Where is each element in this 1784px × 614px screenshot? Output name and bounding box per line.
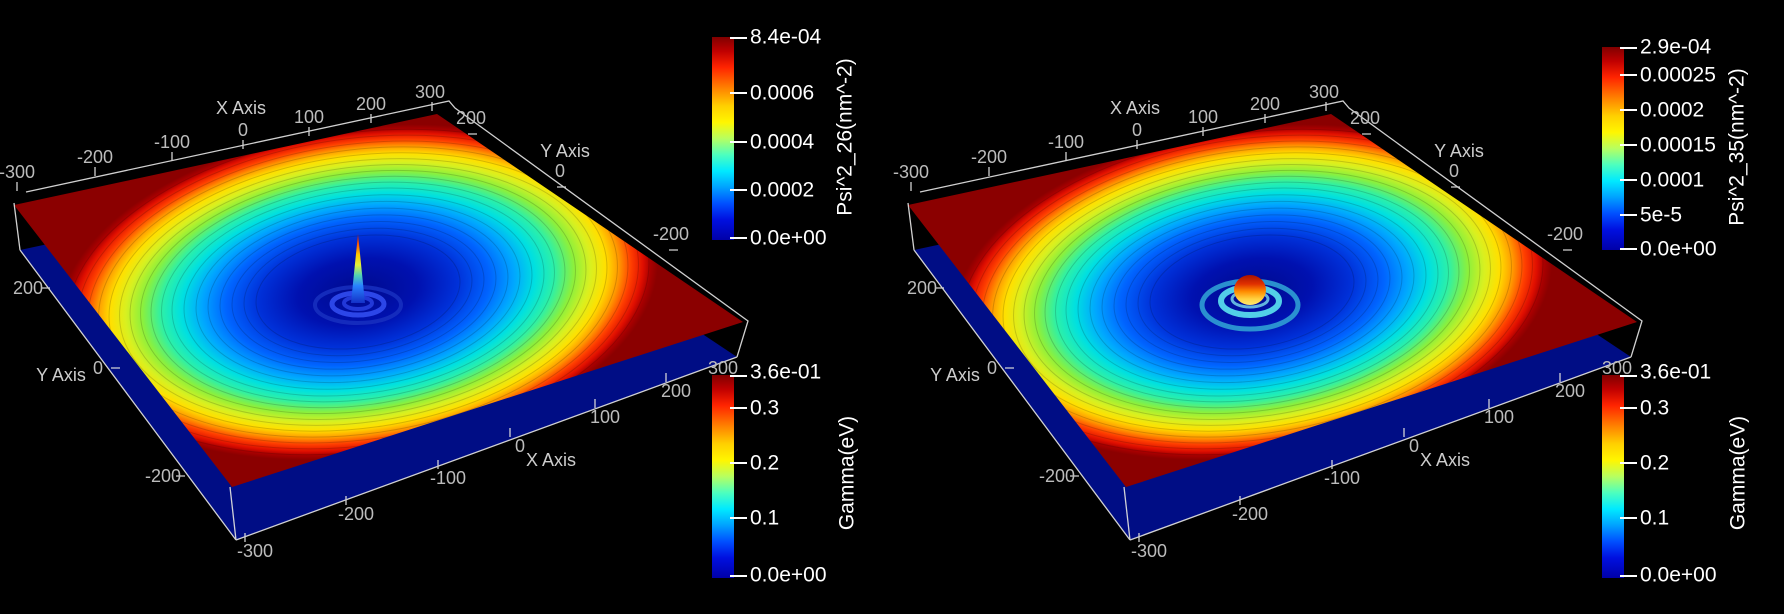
x-axis-title: X Axis <box>215 98 267 118</box>
gamma-colorbar-label: 0.0e+00 <box>750 563 827 587</box>
x-axis-bottom-tick: -100 <box>1323 468 1361 488</box>
x-axis-bottom-tick: 200 <box>1554 381 1586 401</box>
x-axis-title: X Axis <box>525 450 577 470</box>
psi-colorbar-label: 0.0001 <box>1640 168 1705 192</box>
x-axis-top-tick: 0 <box>237 120 249 140</box>
x-axis-bottom-tick: -100 <box>429 468 467 488</box>
cube-axes <box>907 100 1643 542</box>
gamma-colorbar-label: 0.3 <box>1640 396 1670 420</box>
x-axis-top-tick: -200 <box>970 147 1008 167</box>
y-axis-title: Y Axis <box>1434 141 1484 161</box>
psi-colorbar-title: Psi^2_35(nm^-2) <box>1725 68 1749 226</box>
x-axis-bottom-tick: -200 <box>1231 504 1269 524</box>
x-axis-title: X Axis <box>1419 450 1471 470</box>
x-axis-top-tick: 200 <box>355 94 387 114</box>
gamma-colorbar-label: 0.2 <box>1640 451 1670 475</box>
x-axis-top-tick: 300 <box>414 82 446 102</box>
gamma-colorbar-right[interactable] <box>1602 375 1637 578</box>
y-axis-left-tick: 0 <box>986 358 998 378</box>
x-axis-bottom-tick: 0 <box>514 436 526 456</box>
x-axis-bottom-tick: 300 <box>707 358 738 378</box>
x-axis-bottom-tick: 0 <box>1408 436 1420 456</box>
x-axis-bottom-tick: -200 <box>337 504 375 524</box>
psi-colorbar-label: 0.00025 <box>1640 63 1716 87</box>
cube-axes <box>13 100 749 542</box>
y-axis-left-tick: 200 <box>906 278 938 298</box>
psi26-colorbar[interactable] <box>712 37 747 240</box>
psi-colorbar-label: 0.0004 <box>750 130 815 154</box>
surface-plot-psi26[interactable] <box>13 94 749 542</box>
psi-colorbar-label: 0.0002 <box>1640 98 1705 122</box>
y-axis-left-tick: -200 <box>1038 466 1076 486</box>
central-spike <box>351 234 365 303</box>
psi-colorbar-label: 0.0006 <box>750 81 815 105</box>
y-axis-title: Y Axis <box>36 365 86 385</box>
x-axis-top-tick: -200 <box>76 147 114 167</box>
x-axis-top-tick: 100 <box>1187 107 1219 127</box>
y-axis-right-tick: -200 <box>1546 224 1584 244</box>
x-axis-bottom-tick: -300 <box>236 541 274 561</box>
psi-colorbar-label: 0.0e+00 <box>750 226 827 250</box>
contour-rings <box>940 94 1564 491</box>
x-axis-bottom-tick: 100 <box>589 407 621 427</box>
x-axis-top-tick: 300 <box>1308 82 1340 102</box>
y-axis-right-tick: 0 <box>554 161 566 181</box>
psi-colorbar-title: Psi^2_26(nm^-2) <box>833 58 857 216</box>
x-axis-bottom-tick: 300 <box>1601 358 1632 378</box>
y-axis-right-tick: 200 <box>1349 108 1381 128</box>
x-axis-bottom-tick: -300 <box>1130 541 1168 561</box>
x-axis-top-tick: -100 <box>153 132 191 152</box>
psi-colorbar-label: 5e-5 <box>1640 203 1683 227</box>
psi-colorbar-label: 0.0002 <box>750 178 815 202</box>
y-axis-right-tick: -200 <box>652 224 690 244</box>
psi-surface <box>14 114 743 487</box>
y-axis-title: Y Axis <box>540 141 590 161</box>
gamma-colorbar-left[interactable] <box>712 375 747 578</box>
x-axis-top-tick: -100 <box>1047 132 1085 152</box>
psi-colorbar-label: 8.4e-04 <box>750 25 822 49</box>
y-axis-title: Y Axis <box>930 365 980 385</box>
gamma-colorbar-label: 0.1 <box>1640 506 1670 530</box>
x-axis-title: X Axis <box>1109 98 1161 118</box>
y-axis-right-tick: 0 <box>1448 161 1460 181</box>
x-axis-top-tick: 200 <box>1249 94 1281 114</box>
y-axis-left-tick: 0 <box>92 358 104 378</box>
psi-surface <box>908 114 1637 487</box>
x-axis-top-tick: 0 <box>1131 120 1143 140</box>
psi-colorbar-label: 0.00015 <box>1640 133 1716 157</box>
x-axis-top-tick: 100 <box>293 107 325 127</box>
gamma-colorbar-label: 0.3 <box>750 396 780 420</box>
central-dome <box>1234 275 1266 305</box>
gamma-colorbar-label: 0.0e+00 <box>1640 563 1717 587</box>
x-axis-top-tick: -300 <box>0 162 36 182</box>
gamma-colorbar-title: Gamma(eV) <box>835 415 859 531</box>
gamma-colorbar-title: Gamma(eV) <box>1726 415 1750 531</box>
psi-colorbar-label: 2.9e-04 <box>1640 35 1712 59</box>
surface-plot-psi35[interactable] <box>907 94 1643 542</box>
y-axis-left-tick: 200 <box>12 278 44 298</box>
gamma-colorbar-label: 0.2 <box>750 451 780 475</box>
x-axis-bottom-tick: 200 <box>660 381 692 401</box>
gamma-colorbar-label: 3.6e-01 <box>750 360 822 384</box>
x-axis-bottom-tick: 100 <box>1483 407 1515 427</box>
y-axis-left-tick: -200 <box>144 466 182 486</box>
x-axis-top-tick: -300 <box>892 162 930 182</box>
psi35-colorbar[interactable] <box>1602 47 1637 250</box>
psi-colorbar-label: 0.0e+00 <box>1640 237 1717 261</box>
y-axis-right-tick: 200 <box>455 108 487 128</box>
gamma-colorbar-label: 3.6e-01 <box>1640 360 1712 384</box>
gamma-colorbar-label: 0.1 <box>750 506 780 530</box>
